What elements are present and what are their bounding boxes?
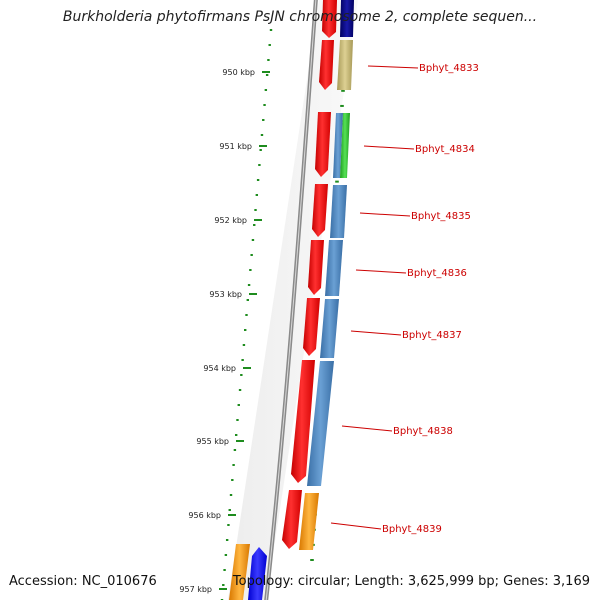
cds-feature [291, 360, 315, 483]
topology-text: Topology: circular; Length: 3,625,999 bp… [232, 574, 590, 589]
gene-labels: Bphyt_4833 Bphyt_4834 Bphyt_4835 Bphyt_4… [382, 63, 479, 535]
cds-feature [303, 298, 320, 356]
cds-feature [319, 40, 334, 90]
cds-feature [282, 490, 302, 549]
cds-feature [307, 361, 334, 486]
accession-text: Accession: NC_010676 [9, 574, 157, 589]
gene-label-bphyt-4835[interactable]: Bphyt_4835 [411, 211, 471, 222]
cds-feature [299, 493, 319, 550]
gene-label-bphyt-4833[interactable]: Bphyt_4833 [419, 63, 479, 74]
cds-feature [315, 112, 331, 177]
cds-feature [340, 113, 350, 178]
cds-feature [248, 547, 267, 600]
gene-label-bphyt-4838[interactable]: Bphyt_4838 [393, 426, 453, 437]
cds-feature [337, 40, 353, 90]
gene-label-bphyt-4834[interactable]: Bphyt_4834 [415, 144, 475, 155]
cds-feature [308, 240, 324, 295]
ruler-label: 957 kbp [179, 585, 212, 594]
ruler-label: 954 kbp [203, 364, 236, 373]
ruler-label: 952 kbp [214, 216, 247, 225]
ruler-label: 950 kbp [222, 68, 255, 77]
ruler-label: 956 kbp [188, 511, 221, 520]
cds-feature [340, 0, 354, 37]
ruler-labels: 950 kbp 951 kbp 952 kbp 953 kbp 954 kbp … [179, 68, 255, 594]
gene-label-bphyt-4836[interactable]: Bphyt_4836 [407, 268, 467, 279]
gene-label-bphyt-4837[interactable]: Bphyt_4837 [402, 330, 462, 341]
cds-feature [325, 240, 343, 296]
ruler-label: 955 kbp [196, 437, 229, 446]
map-title: Burkholderia phytofirmans PsJN chromosom… [62, 9, 538, 25]
backbone-highlight [265, 0, 317, 600]
ruler-label: 951 kbp [219, 142, 252, 151]
label-leaders [330, 65, 419, 530]
cds-feature [330, 185, 347, 238]
cds-feature [312, 184, 328, 237]
ruler-label: 953 kbp [209, 290, 242, 299]
cds-feature [320, 299, 339, 358]
cds-feature [229, 544, 250, 600]
gene-label-bphyt-4839[interactable]: Bphyt_4839 [382, 524, 442, 535]
cds-feature [322, 0, 337, 38]
ruler-track [220, 29, 273, 600]
gene-features [229, 0, 354, 600]
ruler-major-ticks [219, 71, 270, 590]
cds-feature [333, 113, 343, 178]
